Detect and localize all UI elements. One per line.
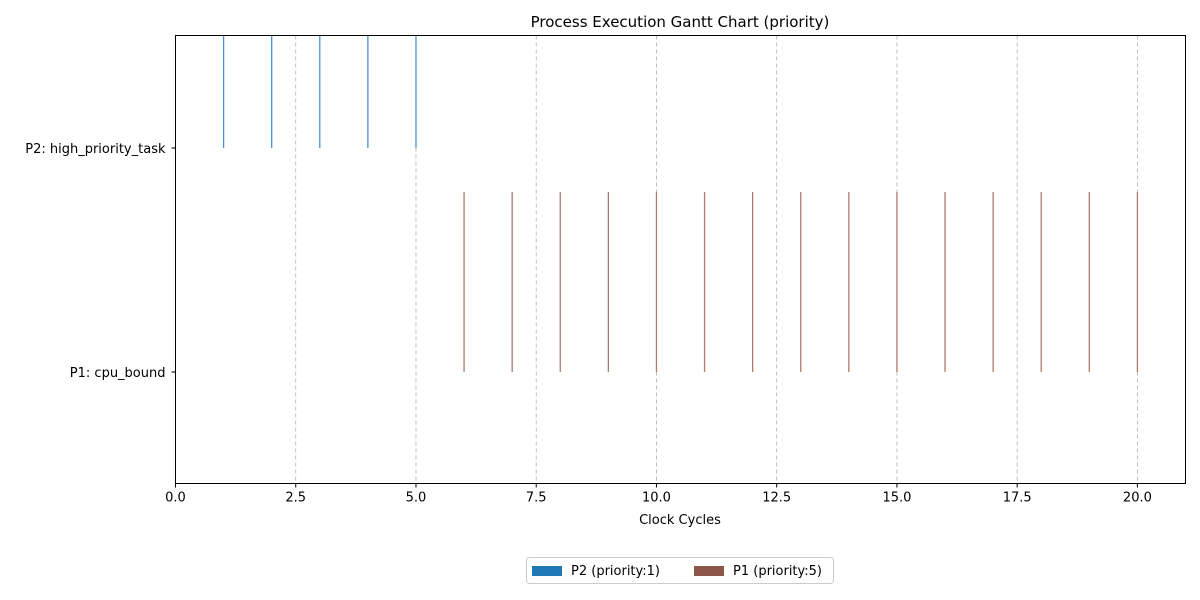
- x-tick-label: 17.5: [1003, 491, 1032, 506]
- legend-box: [526, 557, 834, 584]
- grid-lines: [295, 35, 1138, 484]
- x-tick-label: 5.0: [406, 491, 427, 506]
- y-tick-label: P1: cpu_bound: [70, 366, 166, 381]
- x-tick-label: 7.5: [526, 491, 547, 506]
- y-tick-label: P2: high_priority_task: [25, 142, 166, 157]
- x-axis-label: Clock Cycles: [639, 513, 721, 528]
- x-tick-label: 10.0: [642, 491, 671, 506]
- execution-marks: [222, 35, 1139, 372]
- legend-label: P1 (priority:5): [733, 564, 822, 579]
- x-tick-label: 15.0: [882, 491, 911, 506]
- y-axis: P2: high_priority_task P1: cpu_bound: [25, 142, 176, 381]
- x-tick-label: 0.0: [165, 491, 186, 506]
- plot-frame: [175, 35, 1186, 484]
- legend-swatch: [694, 566, 724, 576]
- x-tick-label: 12.5: [762, 491, 791, 506]
- x-tick-label: 2.5: [285, 491, 306, 506]
- legend-label: P2 (priority:1): [571, 564, 660, 579]
- chart-title: Process Execution Gantt Chart (priority): [531, 13, 830, 31]
- legend: P2 (priority:1) P1 (priority:5): [526, 557, 834, 584]
- x-tick-label: 20.0: [1123, 491, 1152, 506]
- legend-swatch: [532, 566, 562, 576]
- x-axis: 0.0 2.5 5.0 7.5 10.0 12.5 15.0 17.5 20.0: [165, 483, 1152, 506]
